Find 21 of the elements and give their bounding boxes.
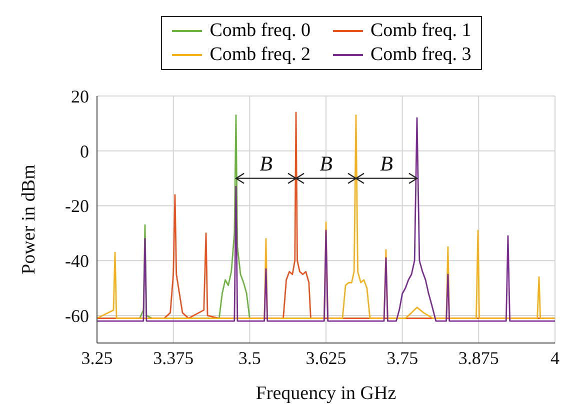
x-axis-title: Frequency in GHz bbox=[256, 383, 396, 404]
y-tick-label: 0 bbox=[80, 141, 89, 162]
annotation: B bbox=[320, 151, 333, 176]
y-tick-label: 20 bbox=[71, 86, 89, 106]
x-tick-label: 3.25 bbox=[81, 348, 113, 368]
annotation: B bbox=[380, 151, 394, 176]
legend-label: Comb freq. 1 bbox=[370, 20, 472, 42]
y-axis-title: Power in dBm bbox=[18, 164, 40, 274]
x-tick-label: 4 bbox=[550, 348, 560, 368]
legend-label: Comb freq. 2 bbox=[210, 44, 310, 66]
x-tick-label: 3.375 bbox=[153, 348, 194, 368]
annotation: B bbox=[260, 151, 273, 176]
y-tick-label: -40 bbox=[65, 251, 89, 272]
x-tick-label: 3.625 bbox=[306, 348, 346, 368]
y-tick-label: -20 bbox=[65, 196, 89, 216]
x-tick-label: 3.5 bbox=[238, 348, 261, 368]
legend-label: Comb freq. 0 bbox=[210, 20, 310, 42]
legend-label: Comb freq. 3 bbox=[370, 44, 472, 66]
x-tick-label: 3.875 bbox=[458, 348, 499, 368]
y-tick-label: -60 bbox=[65, 306, 89, 326]
x-tick-label: 3.75 bbox=[386, 348, 418, 368]
